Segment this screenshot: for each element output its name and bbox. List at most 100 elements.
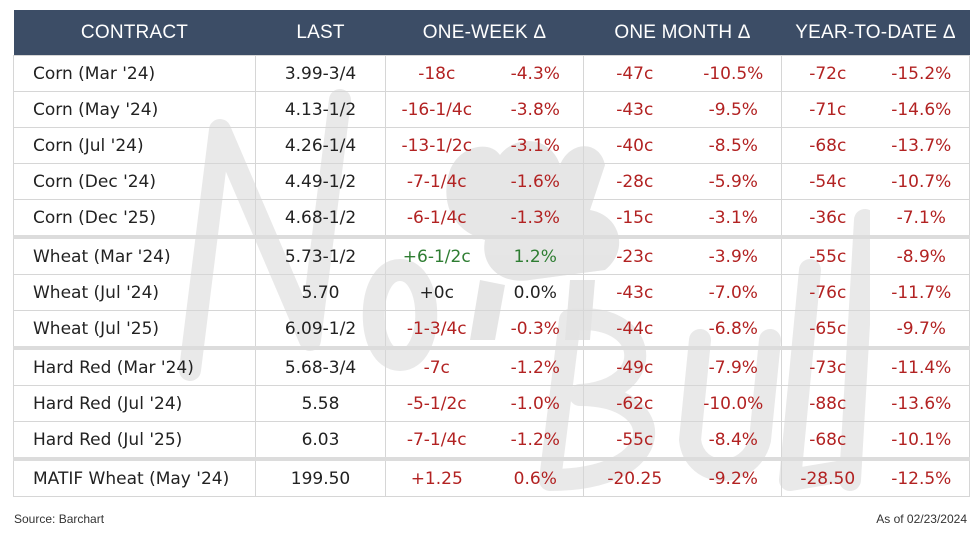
month-pct: -6.8% [685,310,783,349]
table-row: Hard Red (Jul '25) 6.03 -7-1/4c -1.2% -5… [13,421,971,460]
table-row: Corn (Dec '25) 4.68-1/2 -6-1/4c -1.3% -1… [13,199,971,238]
week-pct: 0.6% [487,457,585,497]
as-of-date: As of 02/23/2024 [876,512,967,526]
month-change: -15c [583,199,686,238]
ytd-change: -36c [781,199,874,238]
ytd-pct: -13.6% [873,385,971,422]
last-price: 3.99-3/4 [255,55,386,92]
table-row: Wheat (Jul '25) 6.09-1/2 -1-3/4c -0.3% -… [13,310,971,349]
month-pct: -3.1% [685,199,783,238]
month-change: -43c [583,274,686,311]
week-change: -7-1/4c [385,163,488,200]
month-pct: -9.5% [685,91,783,128]
header-one-month-change: ONE MONTH Δ [583,10,782,56]
week-change: +1.25 [385,457,488,497]
contract-name: Hard Red (Jul '24) [13,385,256,422]
ytd-pct: -7.1% [873,199,971,238]
month-change: -28c [583,163,686,200]
contract-name: Wheat (Jul '25) [13,310,256,349]
contract-name: Corn (May '24) [13,91,256,128]
month-change: -55c [583,421,686,460]
week-change: +6-1/2c [385,235,488,275]
month-pct: -9.2% [685,457,783,497]
month-change: -62c [583,385,686,422]
ytd-change: -65c [781,310,874,349]
week-pct: -1.0% [487,385,585,422]
month-pct: -8.5% [685,127,783,164]
ytd-change: -88c [781,385,874,422]
last-price: 6.03 [255,421,386,460]
contract-name: Corn (Jul '24) [13,127,256,164]
month-pct: -5.9% [685,163,783,200]
contract-name: Wheat (Jul '24) [13,274,256,311]
ytd-change: -54c [781,163,874,200]
last-price: 5.58 [255,385,386,422]
ytd-pct: -12.5% [873,457,971,497]
contract-name: Hard Red (Mar '24) [13,346,256,386]
ytd-change: -55c [781,235,874,275]
week-change: -1-3/4c [385,310,488,349]
header-one-week-change: ONE-WEEK Δ [385,10,584,56]
month-change: -44c [583,310,686,349]
ytd-change: -71c [781,91,874,128]
month-pct: -7.0% [685,274,783,311]
futures-price-table: CONTRACT LAST ONE-WEEK Δ ONE MONTH Δ YEA… [13,10,971,497]
table-row: Wheat (Mar '24) 5.73-1/2 +6-1/2c 1.2% -2… [13,235,971,275]
ytd-change: -68c [781,127,874,164]
month-pct: -3.9% [685,235,783,275]
week-pct: -3.1% [487,127,585,164]
ytd-pct: -15.2% [873,55,971,92]
week-pct: -1.6% [487,163,585,200]
last-price: 4.26-1/4 [255,127,386,164]
ytd-pct: -10.1% [873,421,971,460]
contract-name: Corn (Dec '24) [13,163,256,200]
week-pct: -1.2% [487,346,585,386]
ytd-pct: -10.7% [873,163,971,200]
week-change: -18c [385,55,488,92]
week-pct: -3.8% [487,91,585,128]
week-change: -7c [385,346,488,386]
ytd-pct: -11.4% [873,346,971,386]
month-change: -43c [583,91,686,128]
table-row: Wheat (Jul '24) 5.70 +0c 0.0% -43c -7.0%… [13,274,971,311]
month-change: -23c [583,235,686,275]
week-change: -6-1/4c [385,199,488,238]
header-last: LAST [255,10,386,56]
week-pct: 0.0% [487,274,585,311]
ytd-change: -76c [781,274,874,311]
last-price: 6.09-1/2 [255,310,386,349]
week-change: +0c [385,274,488,311]
month-pct: -8.4% [685,421,783,460]
month-pct: -7.9% [685,346,783,386]
week-pct: -0.3% [487,310,585,349]
ytd-pct: -8.9% [873,235,971,275]
week-pct: -1.2% [487,421,585,460]
ytd-change: -72c [781,55,874,92]
ytd-change: -68c [781,421,874,460]
week-pct: -1.3% [487,199,585,238]
table-row: Corn (Jul '24) 4.26-1/4 -13-1/2c -3.1% -… [13,127,971,164]
last-price: 5.70 [255,274,386,311]
week-change: -16-1/4c [385,91,488,128]
table-header-row: CONTRACT LAST ONE-WEEK Δ ONE MONTH Δ YEA… [13,10,970,56]
table-row: Hard Red (Jul '24) 5.58 -5-1/2c -1.0% -6… [13,385,971,422]
month-change: -47c [583,55,686,92]
contract-name: Wheat (Mar '24) [13,235,256,275]
contract-name: Corn (Dec '25) [13,199,256,238]
ytd-pct: -14.6% [873,91,971,128]
table-row: Corn (Mar '24) 3.99-3/4 -18c -4.3% -47c … [13,55,971,92]
month-pct: -10.0% [685,385,783,422]
ytd-change: -28.50 [781,457,874,497]
last-price: 5.73-1/2 [255,235,386,275]
contract-name: Hard Red (Jul '25) [13,421,256,460]
ytd-pct: -13.7% [873,127,971,164]
month-pct: -10.5% [685,55,783,92]
contract-name: MATIF Wheat (May '24) [13,457,256,497]
week-change: -13-1/2c [385,127,488,164]
month-change: -20.25 [583,457,686,497]
week-pct: -4.3% [487,55,585,92]
contract-name: Corn (Mar '24) [13,55,256,92]
last-price: 4.13-1/2 [255,91,386,128]
table-row: Corn (Dec '24) 4.49-1/2 -7-1/4c -1.6% -2… [13,163,971,200]
